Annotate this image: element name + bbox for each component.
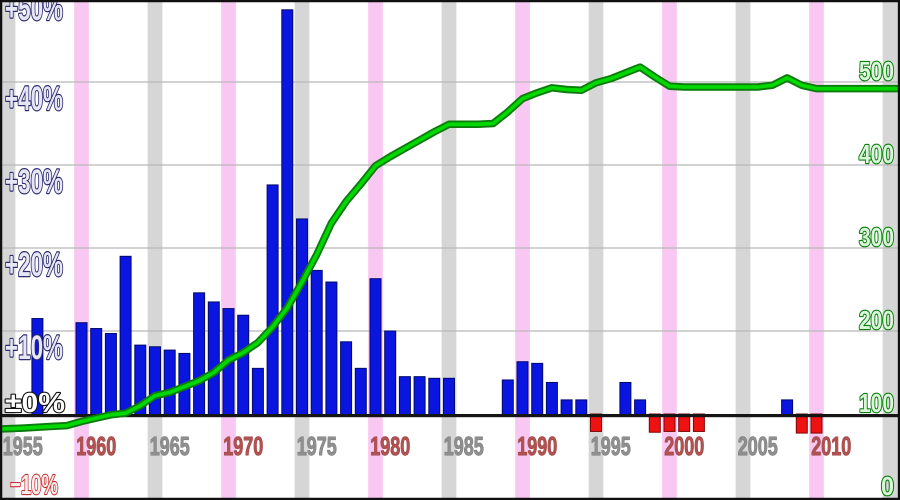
bar-1962	[119, 255, 132, 416]
left-axis-label-50: +50%	[5, 0, 63, 28]
band-gray-1964	[147, 2, 163, 498]
bar-1989	[516, 361, 529, 416]
band-gray-2014	[882, 2, 898, 498]
band-gray-1954	[0, 2, 16, 498]
bar-1992	[560, 399, 573, 416]
band-gray-2004	[735, 2, 751, 498]
right-axis-label-200: 200	[859, 305, 894, 335]
bar-1978	[354, 367, 367, 416]
bar-1964	[148, 346, 161, 416]
bar-1973	[281, 9, 294, 416]
left-axis-label--10: −10%	[10, 469, 58, 500]
band-pink-2009	[809, 2, 824, 498]
band-gray-1994	[588, 2, 604, 498]
year-label-1955: 1955	[3, 431, 43, 461]
bar-1993	[575, 399, 588, 416]
band-gray-1984	[441, 2, 457, 498]
bar-1981	[398, 376, 411, 416]
left-axis-label-0: ±0%	[5, 387, 65, 418]
bar-1971	[251, 367, 264, 416]
band-pink-1979	[368, 2, 383, 498]
bar-1990	[531, 362, 544, 416]
year-label-2000: 2000	[664, 431, 704, 461]
band-pink-1999	[662, 2, 677, 498]
cumulative-line	[1, 65, 899, 431]
year-label-1985: 1985	[444, 431, 484, 461]
bar-1996	[619, 381, 632, 416]
bar-1967	[193, 292, 206, 416]
year-label-1960: 1960	[76, 431, 116, 461]
year-label-1975: 1975	[297, 431, 337, 461]
left-axis-label-10: +10%	[5, 329, 63, 367]
year-label-1980: 1980	[370, 431, 410, 461]
bar-1991	[545, 381, 558, 416]
bar-1997	[634, 399, 647, 416]
bar-1984	[442, 377, 455, 416]
bar-1972	[266, 184, 279, 416]
left-axis-label-30: +30%	[5, 163, 63, 201]
right-axis-label-300: 300	[859, 222, 894, 252]
right-axis-label-100: 100	[859, 388, 894, 418]
bar-1983	[428, 377, 441, 416]
year-label-2005: 2005	[738, 431, 778, 461]
band-pink-1969	[221, 2, 236, 498]
year-label-1990: 1990	[517, 431, 557, 461]
bar-1970	[237, 314, 250, 416]
right-axis-label-500: 500	[859, 56, 894, 86]
bar-1980	[384, 330, 397, 416]
bar-1977	[340, 341, 353, 416]
right-axis-label-0: 0	[881, 471, 894, 500]
band-pink-1989	[515, 2, 530, 498]
bar-1961	[104, 332, 117, 416]
bar-1976	[325, 281, 338, 416]
bar-1982	[413, 376, 426, 416]
bar-1965	[163, 349, 176, 416]
bar-1960	[90, 328, 103, 416]
zero-axis-line	[2, 414, 898, 418]
left-axis-label-20: +20%	[5, 246, 63, 284]
year-label-1995: 1995	[591, 431, 631, 461]
right-axis-label-400: 400	[859, 139, 894, 169]
bar-1968	[207, 301, 220, 416]
left-axis-label-40: +40%	[5, 80, 63, 118]
bar-1975	[310, 269, 323, 416]
bar-2007	[781, 399, 794, 416]
bar-1979	[369, 278, 382, 416]
bar-1988	[501, 379, 514, 416]
bar-1959	[75, 322, 88, 416]
bar-1974	[295, 218, 308, 416]
year-label-1965: 1965	[150, 431, 190, 461]
year-label-1970: 1970	[223, 431, 263, 461]
year-label-2010: 2010	[811, 431, 851, 461]
